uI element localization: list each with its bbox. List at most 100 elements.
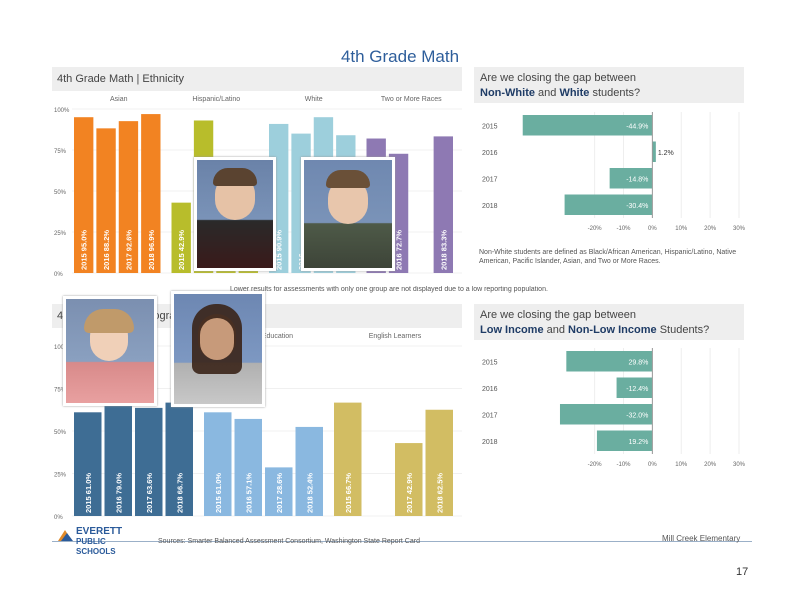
student-photo-4 — [171, 291, 265, 407]
group-label: Hispanic/Latino — [192, 96, 240, 103]
bar — [433, 136, 453, 273]
bar-label: 2015 66.7% — [344, 473, 353, 513]
student-hair-3 — [84, 309, 134, 333]
bar-label: 2015 90.9% — [275, 230, 284, 270]
x-tick-label: 20% — [704, 226, 717, 232]
data-label: -30.4% — [626, 203, 648, 210]
data-label: -14.8% — [626, 176, 648, 183]
page-title: 4th Grade Math — [340, 47, 460, 66]
bar — [265, 467, 293, 516]
gap1-chart: -20% -10% 0% 10% 20% 30% 2015 -44.9% 2016 1.2% 201… — [482, 112, 746, 232]
district-logo: EVERETT PUBLIC SCHOOLS — [56, 525, 146, 556]
bar-label: 2017 92.6% — [124, 230, 133, 270]
x-tick-label: 30% — [733, 226, 746, 232]
bar — [334, 402, 362, 516]
group-label: Asian — [110, 96, 128, 103]
x-tick-label: -20% — [588, 462, 603, 468]
category-label: 2017 — [482, 412, 498, 419]
gap1-group-b: White — [559, 87, 590, 99]
data-label: 1.2% — [658, 150, 674, 157]
student-face-4b — [200, 318, 234, 360]
gap1-note: Non-White students are defined as Black/… — [479, 249, 737, 265]
bar-label: 2017 42.9% — [405, 473, 414, 513]
y-tick-label: 50% — [54, 190, 67, 196]
bar — [522, 115, 653, 136]
y-tick-label: 25% — [54, 473, 67, 479]
bar-label: 2017 63.6% — [145, 473, 154, 513]
bar-label: 2017 28.6% — [275, 473, 284, 513]
data-label: -44.9% — [626, 123, 648, 130]
source-note: Sources: Smarter Balanced Assessment Con… — [158, 538, 420, 545]
bar-label: 2015 61.0% — [214, 473, 223, 513]
logo-mark-icon — [58, 530, 73, 541]
x-tick-label: -20% — [588, 226, 603, 232]
gap1-header: Are we closing the gap between Non-White… — [474, 67, 744, 103]
logo-line1: EVERETT — [76, 526, 123, 537]
bar — [596, 430, 653, 451]
bar — [564, 194, 653, 215]
x-tick-label: -10% — [616, 226, 631, 232]
x-tick-label: 10% — [675, 226, 688, 232]
y-tick-label: 0% — [54, 272, 63, 277]
gap1-group-a: Non-White — [480, 87, 535, 99]
bar — [559, 404, 653, 425]
x-tick-label: 0% — [648, 462, 657, 468]
bar-label: 2018 66.7% — [175, 473, 184, 513]
ethnicity-panel-title: 4th Grade Math | Ethnicity — [52, 67, 462, 91]
bar-label: 2015 61.0% — [84, 473, 93, 513]
data-label: 29.8% — [629, 359, 649, 366]
programs-chart: 100% 75% 50% 25% 0% 2015 61.0% 2016 79.0% 2017 … — [54, 333, 462, 520]
bar — [141, 114, 161, 273]
x-tick-label: 10% — [675, 462, 688, 468]
y-tick-label: 75% — [54, 388, 67, 394]
gap2-chart: -20% -10% 0% 10% 20% 30% 2015 29.8% 2016 -12.4% 20… — [482, 348, 746, 468]
student-hair-2 — [326, 170, 370, 188]
data-label: 19.2% — [629, 439, 649, 446]
bar — [566, 351, 653, 372]
bar — [609, 168, 653, 189]
bar — [135, 407, 163, 516]
category-label: 2015 — [482, 359, 498, 366]
bar-label: 2015 42.9% — [177, 230, 186, 270]
bar — [74, 412, 102, 516]
x-tick-label: 20% — [704, 462, 717, 468]
category-label: 2017 — [482, 176, 498, 183]
bar — [204, 412, 232, 516]
gap1-tail: students? — [589, 87, 641, 99]
bar — [171, 202, 191, 273]
bar — [118, 121, 139, 273]
x-tick-label: -10% — [616, 462, 631, 468]
category-label: 2016 — [482, 150, 498, 157]
gap2-group-a: Low Income — [480, 324, 544, 336]
student-photo-2 — [301, 157, 395, 271]
y-tick-label: 0% — [54, 515, 63, 520]
gap1-and: and — [534, 87, 560, 99]
x-tick-label: 0% — [648, 226, 657, 232]
bar-label: 2018 83.3% — [439, 230, 448, 270]
footer-divider — [52, 541, 752, 542]
group-label: Special Education — [237, 333, 293, 340]
gap2-tail: Students? — [656, 324, 710, 336]
bar-label: 2018 52.4% — [305, 473, 314, 513]
category-label: 2018 — [482, 439, 498, 446]
student-hair-1 — [213, 168, 257, 186]
student-photo-3 — [63, 296, 157, 406]
mid-footnote: Lower results for assessments with only … — [230, 286, 548, 293]
x-tick-label: 30% — [733, 462, 746, 468]
y-tick-label: 50% — [54, 430, 67, 436]
data-label: -12.4% — [626, 386, 648, 393]
gap2-group-b: Non-Low Income — [568, 324, 657, 336]
data-label: -32.0% — [626, 412, 648, 419]
category-label: 2015 — [482, 123, 498, 130]
bar — [74, 117, 94, 273]
y-tick-label: 100% — [54, 108, 70, 114]
bar-label: 2016 57.1% — [244, 473, 253, 513]
gap2-and: and — [543, 324, 569, 336]
bar — [96, 128, 116, 273]
bar — [395, 443, 423, 516]
category-label: 2016 — [482, 386, 498, 393]
y-tick-label: 75% — [54, 149, 67, 155]
gap2-line1: Are we closing the gap between — [480, 309, 636, 321]
page-number: 17 — [736, 566, 749, 578]
student-photo-1 — [194, 157, 276, 271]
